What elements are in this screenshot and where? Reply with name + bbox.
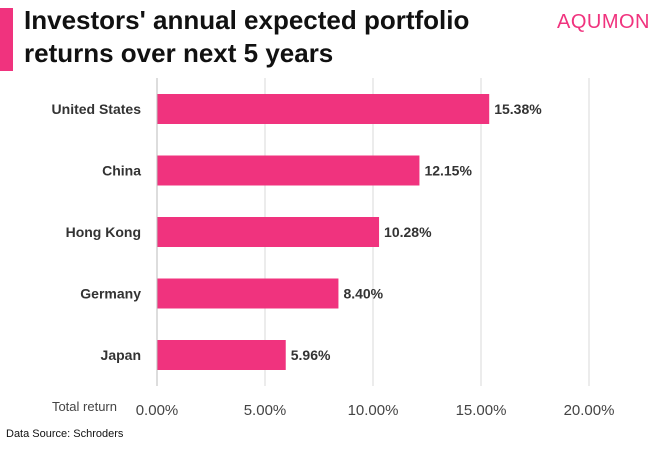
x-tick-label: 0.00% [136,402,179,419]
category-label: United States [52,101,142,117]
x-tick-label: 10.00% [348,402,399,419]
category-label: Hong Kong [66,224,141,240]
bar [157,217,380,247]
value-label: 15.38% [494,101,542,117]
value-label: 12.15% [424,163,472,179]
value-label: 10.28% [384,224,432,240]
x-tick-label: 5.00% [244,402,287,419]
chart-title: Investors' annual expected portfolio ret… [24,5,470,68]
x-axis-label: Total return [52,399,117,414]
bar [157,94,490,124]
x-tick-label: 15.00% [456,402,507,419]
brand-logo: AQUMON [557,11,650,33]
category-label: Japan [101,347,141,363]
title-accent-bar [0,8,13,71]
value-label: 5.96% [291,347,331,363]
data-source-note: Data Source: Schroders [6,428,124,440]
x-tick-label: 20.00% [564,402,615,419]
value-label: 8.40% [343,286,383,302]
bar [157,155,420,186]
bar [157,340,286,370]
category-label: Germany [80,286,141,302]
bar [157,278,339,309]
category-label: China [102,163,141,179]
